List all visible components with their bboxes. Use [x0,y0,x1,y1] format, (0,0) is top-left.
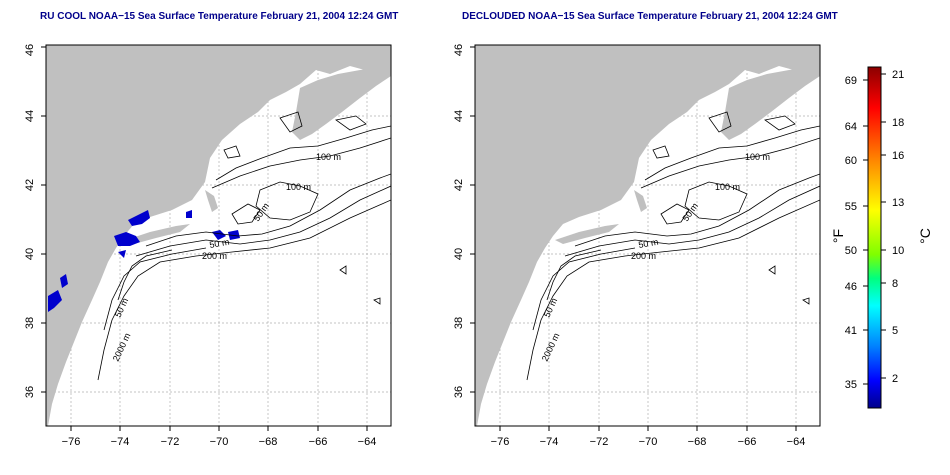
celsius-tick-label: 10 [892,245,904,257]
land-mass-right [475,45,820,426]
y-tick-label: 46 [24,44,36,56]
x-tick-label: −64 [358,436,377,448]
x-axis-left [70,426,368,431]
colorbar-c-ticks [881,73,886,379]
contour-label: 100 m [745,152,770,162]
nova-scotia-land-right [721,66,820,140]
x-tick-label: −64 [787,436,806,448]
contour-label: 50 m [209,237,230,250]
colorbar-gradient [867,66,882,409]
y-axis-left [41,46,46,393]
y-tick-label: 46 [453,44,465,56]
fahrenheit-unit-label: °F [830,229,846,243]
x-tick-label: −72 [590,436,609,448]
colorbar-c-labels: 21 18 16 13 10 8 5 2 [892,69,904,385]
colorbar-f-ticks [863,79,868,385]
x-tick-labels-left: −76 −74 −72 −70 −68 −66 −64 [62,436,377,448]
panel-title-right: DECLOUDED NOAA−15 Sea Surface Temperatur… [462,11,838,22]
cold-patches-left [48,210,240,312]
celsius-tick-label: 13 [892,197,904,209]
y-tick-label: 44 [453,110,465,122]
panel-title-left: RU COOL NOAA−15 Sea Surface Temperature … [40,11,399,22]
x-tick-label: −66 [738,436,757,448]
x-tick-label: −72 [161,436,180,448]
contour-label: 100 m [286,182,311,192]
x-axis-right [499,426,797,431]
y-tick-label: 44 [24,110,36,122]
map-panel-right: 100 m 100 m 50 m 50 m 200 m 50 m 2000 m … [453,44,821,448]
cape-cod-right [634,190,647,212]
cape-cod-left [205,190,218,212]
celsius-tick-label: 2 [892,373,898,385]
x-tick-label: −74 [540,436,559,448]
y-tick-label: 40 [24,248,36,260]
x-tick-label: −76 [491,436,510,448]
celsius-tick-label: 8 [892,278,898,290]
fahrenheit-tick-label: 69 [845,75,857,87]
fahrenheit-tick-label: 46 [845,281,857,293]
x-tick-label: −66 [309,436,328,448]
y-tick-label: 38 [24,317,36,329]
x-tick-label: −74 [111,436,130,448]
y-tick-label: 42 [453,179,465,191]
y-tick-label: 42 [24,179,36,191]
celsius-tick-label: 21 [892,69,904,81]
y-tick-label: 38 [453,317,465,329]
y-tick-labels-left: 36 38 40 42 44 46 [24,44,36,398]
contour-label: 100 m [316,152,341,162]
x-tick-label: −76 [62,436,81,448]
contour-label: 50 m [638,237,659,250]
y-axis-right [470,46,475,393]
fahrenheit-tick-label: 64 [845,121,857,133]
long-island-left [126,224,190,244]
fahrenheit-tick-label: 50 [845,245,857,257]
fahrenheit-tick-label: 35 [845,379,857,391]
bathymetry-contours-right [526,111,820,381]
fahrenheit-tick-label: 41 [845,325,857,337]
x-tick-label: −68 [259,436,278,448]
y-tick-labels-right: 36 38 40 42 44 46 [453,44,465,398]
y-tick-label: 36 [453,386,465,398]
map-panel-left: 100 m 100 m 50 m 50 m 200 m 50 m 2000 m … [24,44,392,448]
y-tick-label: 40 [453,248,465,260]
fahrenheit-tick-label: 60 [845,155,857,167]
x-tick-label: −70 [210,436,229,448]
nova-scotia-land-left [292,66,391,140]
land-mass-left [46,45,391,426]
colorbar-f-labels: 69 64 60 55 50 46 41 35 [845,75,857,391]
temperature-colorbar: 69 64 60 55 50 46 41 35 21 18 16 13 10 8… [830,66,933,409]
contour-label: 200 m [202,251,227,261]
celsius-tick-label: 16 [892,150,904,162]
long-island-right [555,224,619,244]
celsius-tick-label: 5 [892,325,898,337]
celsius-tick-label: 18 [892,117,904,129]
fahrenheit-tick-label: 55 [845,201,857,213]
x-tick-label: −70 [639,436,658,448]
x-tick-label: −68 [688,436,707,448]
y-tick-label: 36 [24,386,36,398]
bathymetry-contours-left [97,111,391,381]
celsius-unit-label: °C [917,228,933,244]
contour-label: 200 m [631,251,656,261]
x-tick-labels-right: −76 −74 −72 −70 −68 −66 −64 [491,436,806,448]
contour-label: 100 m [715,182,740,192]
